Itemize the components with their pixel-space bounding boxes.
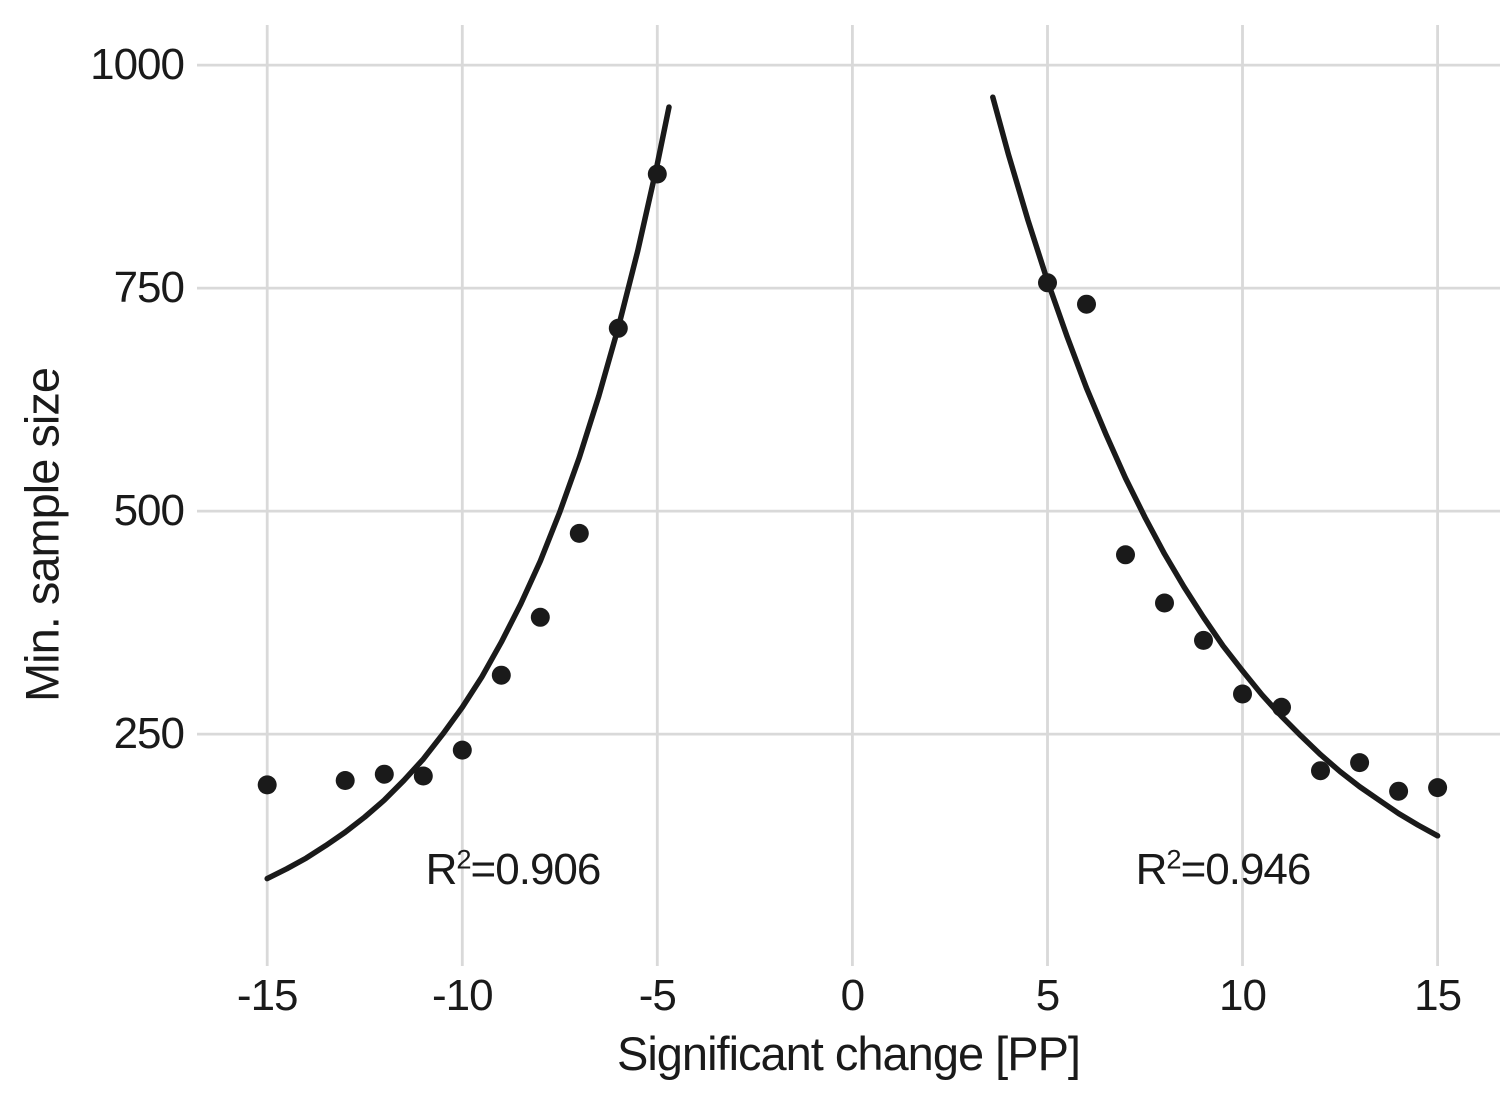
data-point bbox=[1233, 684, 1252, 704]
data-point bbox=[1077, 294, 1096, 314]
data-point bbox=[1389, 781, 1409, 801]
annotation-text: 2 bbox=[456, 843, 471, 875]
data-point bbox=[1428, 778, 1448, 798]
y-tick-label: 750 bbox=[113, 263, 185, 313]
y-tick-label: 250 bbox=[113, 709, 185, 759]
positive-fit-curve bbox=[990, 94, 1441, 839]
data-point bbox=[1311, 761, 1330, 781]
data-point bbox=[1272, 697, 1291, 717]
r-squared-annotation: R2=0.946 bbox=[1135, 843, 1312, 895]
data-point bbox=[335, 771, 355, 790]
y-axis-title: Min. sample size bbox=[15, 368, 69, 702]
data-point bbox=[374, 764, 394, 784]
x-tick-label: -15 bbox=[236, 971, 299, 1020]
annotation-text: R bbox=[1135, 845, 1168, 895]
data-point bbox=[1350, 753, 1370, 773]
data-point bbox=[491, 665, 511, 685]
annotation-text: R bbox=[425, 845, 458, 895]
annotation-text: =0.906 bbox=[470, 845, 602, 895]
x-tick-label: 5 bbox=[1035, 971, 1061, 1020]
negative-fit-curve bbox=[264, 104, 672, 882]
data-point bbox=[1194, 630, 1213, 650]
data-point bbox=[1155, 593, 1174, 613]
x-axis-title: Significant change [PP] bbox=[617, 1027, 1081, 1080]
x-tick-label: 15 bbox=[1414, 971, 1462, 1020]
annotation-text: =0.946 bbox=[1180, 845, 1312, 895]
x-tick-label: 10 bbox=[1219, 971, 1267, 1020]
x-tick-label: -10 bbox=[431, 971, 494, 1020]
data-point bbox=[413, 766, 433, 786]
data-point bbox=[569, 523, 589, 543]
r-squared-annotation: R2=0.906 bbox=[425, 843, 602, 895]
data-point bbox=[1116, 545, 1135, 565]
data-point bbox=[257, 775, 277, 795]
data-point bbox=[530, 607, 550, 627]
x-tick-label: -5 bbox=[638, 971, 677, 1020]
data-point bbox=[1038, 273, 1057, 293]
x-tick-label: 0 bbox=[840, 971, 866, 1020]
data-point bbox=[452, 740, 472, 760]
y-tick-label: 1000 bbox=[90, 40, 185, 90]
data-point bbox=[647, 164, 667, 184]
data-point bbox=[608, 318, 628, 338]
y-tick-label: 500 bbox=[113, 486, 185, 536]
annotation-text: 2 bbox=[1166, 843, 1181, 875]
